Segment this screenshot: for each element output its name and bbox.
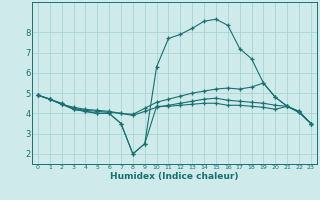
X-axis label: Humidex (Indice chaleur): Humidex (Indice chaleur)	[110, 172, 239, 181]
